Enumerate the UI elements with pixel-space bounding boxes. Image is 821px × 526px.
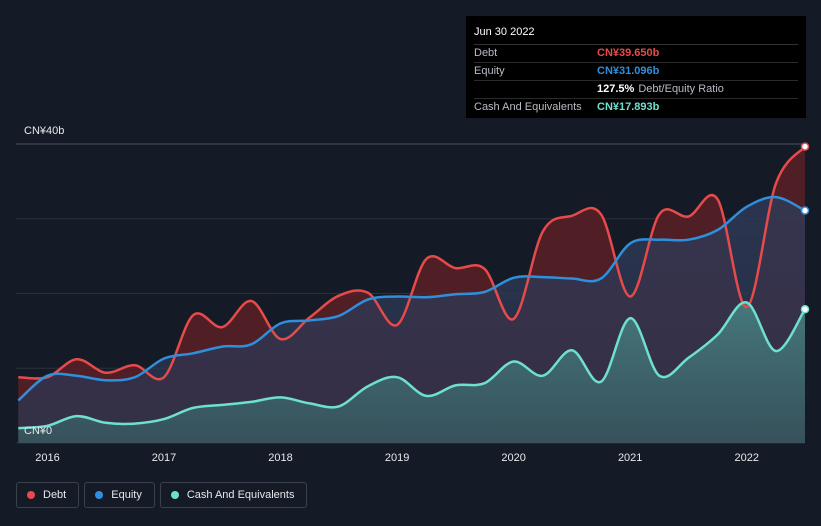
x-tick-label: 2019 <box>385 452 409 464</box>
legend-item-equity[interactable]: Equity <box>84 482 155 508</box>
tooltip-row-ratio: 127.5% Debt/Equity Ratio <box>474 81 798 99</box>
chart-legend: Debt Equity Cash And Equivalents <box>16 482 312 508</box>
tooltip-cash-label: Cash And Equivalents <box>474 101 582 113</box>
x-axis-ticks: 2016 2017 2018 2019 2020 2021 2022 <box>35 452 759 464</box>
debt-line <box>18 145 806 381</box>
legend-cash-label: Cash And Equivalents <box>186 489 295 501</box>
tooltip-equity-label: Equity <box>474 65 505 77</box>
cash-dot-icon <box>170 491 179 499</box>
debt-dot-icon <box>27 491 35 499</box>
cash-line <box>18 301 807 430</box>
equity-line <box>17 195 806 402</box>
tooltip-debt-label: Debt <box>474 47 498 59</box>
x-tick-label: 2020 <box>501 452 525 464</box>
y-tick-label-zero: CN¥0 <box>24 425 53 437</box>
tooltip-debt-value: CN¥39.650b <box>597 47 660 59</box>
tooltip-row-equity: Equity CN¥31.096b <box>474 63 798 81</box>
data-tooltip: Jun 30 2022 Debt CN¥39.650b Equity CN¥31… <box>466 16 806 118</box>
tooltip-ratio-value: 127.5% <box>597 83 635 95</box>
x-tick-label: 2022 <box>734 452 758 464</box>
tooltip-row-debt: Debt CN¥39.650b <box>474 45 798 63</box>
y-tick-label-max: CN¥40b <box>24 125 65 137</box>
tooltip-ratio-label: Debt/Equity Ratio <box>638 83 724 95</box>
equity-end-marker <box>800 206 810 215</box>
cash-end-marker <box>800 304 810 314</box>
x-tick-label: 2017 <box>152 452 176 464</box>
legend-item-debt[interactable]: Debt <box>16 482 80 508</box>
tooltip-cash-value: CN¥17.893b <box>597 101 660 113</box>
equity-dot-icon <box>95 491 104 499</box>
legend-item-cash[interactable]: Cash And Equivalents <box>159 482 308 508</box>
tooltip-equity-value: CN¥31.096b <box>597 65 660 77</box>
x-tick-label: 2016 <box>35 452 59 464</box>
legend-equity-label: Equity <box>111 489 142 501</box>
tooltip-ratio-spacer <box>474 81 597 98</box>
legend-debt-label: Debt <box>43 489 67 501</box>
cash-area <box>18 302 806 443</box>
tooltip-date: Jun 30 2022 <box>474 24 798 45</box>
x-tick-label: 2021 <box>618 452 642 464</box>
chart-lines <box>17 142 810 430</box>
tooltip-row-cash: Cash And Equivalents CN¥17.893b <box>474 99 798 116</box>
x-tick-label: 2018 <box>268 452 292 464</box>
debt-end-marker <box>800 142 810 151</box>
